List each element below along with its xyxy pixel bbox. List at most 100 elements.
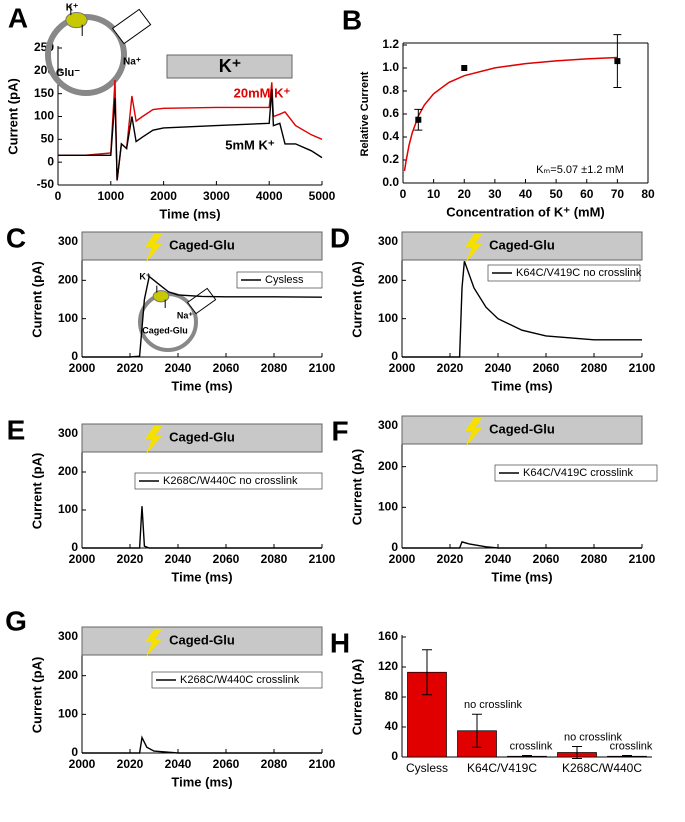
y-axis-title: Current (pA) [349, 449, 364, 526]
x-axis-title: Time (ms) [171, 378, 232, 393]
flash-icon [145, 234, 162, 262]
y-tick-label: 100 [58, 707, 78, 721]
x-tick-label: 2040 [165, 552, 192, 566]
legend-box [134, 472, 323, 490]
flash-icon [145, 629, 162, 657]
y-tick-label: 0.4 [382, 129, 399, 143]
stimulus-bar [81, 423, 323, 453]
x-tick-label: 0 [55, 189, 62, 203]
x-tick-label: 2040 [485, 361, 512, 375]
x-tick-label: 80 [641, 187, 655, 201]
y-tick-label: 0.8 [382, 83, 399, 97]
y-tick-label: 1.0 [382, 60, 399, 74]
x-tick-label: 2100 [629, 361, 656, 375]
transporter [152, 290, 170, 303]
y-tick-label: 200 [58, 668, 78, 682]
x-tick-label: 2060 [213, 361, 240, 375]
panel-letter: H [330, 627, 350, 658]
y-tick-label: 0 [71, 745, 78, 759]
trace [82, 735, 322, 754]
x-tick-label: 2080 [581, 552, 608, 566]
x-tick-label: 2100 [309, 361, 336, 375]
x-tick-label: 5000 [309, 189, 336, 203]
y-tick-label: 50 [41, 132, 55, 146]
panel-letter: B [342, 4, 362, 35]
legend-box [494, 464, 658, 482]
x-tick-label: 2060 [213, 757, 240, 771]
x-axis-title: Concentration of K⁺ (mM) [446, 204, 605, 219]
legend-label: K64C/V419C crosslink [523, 467, 634, 479]
y-tick-label: 100 [58, 502, 78, 516]
y-tick-label: 40 [385, 719, 399, 733]
x-tick-label: 0 [400, 187, 407, 201]
stimulus-bar [401, 231, 643, 261]
x-tick-label: 3000 [203, 189, 230, 203]
y-tick-label: 100 [378, 311, 398, 325]
x-tick-label: 2100 [629, 552, 656, 566]
annotation: Glu⁻ [56, 67, 80, 79]
x-tick-label: 2020 [437, 552, 464, 566]
y-tick-label: 300 [378, 418, 398, 432]
transporter [65, 11, 88, 29]
legend-label: K64C/V419C no crosslink [516, 267, 642, 279]
point [415, 116, 422, 123]
x-tick-label: 50 [549, 187, 563, 201]
flash-icon [145, 426, 162, 454]
x-tick-label: 2060 [213, 552, 240, 566]
x-tick-label: 2040 [165, 757, 192, 771]
bar-label: crosslink [510, 740, 553, 752]
y-tick-label: 100 [34, 109, 54, 123]
error-bar [472, 713, 482, 748]
x-tick-label: 2000 [69, 552, 96, 566]
y-axis-title: Current (pA) [5, 78, 20, 155]
x-tick-label: 2000 [150, 189, 177, 203]
x-tick-label: 4000 [256, 189, 283, 203]
y-tick-label: 120 [378, 659, 398, 673]
x-tick-label: 2080 [261, 552, 288, 566]
y-tick-label: 0 [71, 349, 78, 363]
x-tick-label: 2000 [69, 361, 96, 375]
error-bar [622, 755, 632, 758]
x-tick-label: 40 [519, 187, 533, 201]
error-bar [522, 755, 532, 758]
panel-letter: F [331, 415, 348, 446]
x-tick-label: 30 [488, 187, 502, 201]
y-tick-label: 100 [58, 311, 78, 325]
x-tick-label: 2100 [309, 757, 336, 771]
y-tick-label: 0 [71, 540, 78, 554]
panel-letter: G [5, 605, 27, 636]
y-tick-label: 300 [58, 629, 78, 643]
y-tick-label: 300 [58, 234, 78, 248]
annotation: Na⁺ [177, 310, 194, 320]
x-tick-label: 2080 [581, 361, 608, 375]
x-tick-label: 2100 [309, 552, 336, 566]
panel-letter: A [8, 2, 28, 33]
y-tick-label: 300 [58, 426, 78, 440]
x-tick-label: 2060 [533, 552, 560, 566]
fit-curve [403, 56, 618, 172]
trace [402, 260, 642, 358]
annotation: Na⁺ [123, 57, 141, 68]
x-axis-title: Time (ms) [171, 569, 232, 584]
stimulus-label: Caged-Glu [169, 237, 235, 252]
panel-letter: E [7, 414, 26, 445]
y-axis-title: Current (pA) [29, 453, 44, 530]
x-tick-label: 2000 [389, 361, 416, 375]
annotation: K⁺ [219, 56, 242, 76]
flux-arrows [70, 5, 83, 36]
y-tick-label: 0.0 [382, 175, 399, 189]
stimulus-label: Caged-Glu [489, 421, 555, 436]
stimulus-bar [81, 231, 323, 261]
annotation: Kₘ=5.07 ±1.2 mM [536, 164, 624, 176]
y-tick-label: 200 [378, 273, 398, 287]
x-axis-title: Time (ms) [491, 378, 552, 393]
x-axis-title: Time (ms) [159, 206, 220, 221]
pipette [186, 287, 217, 315]
y-tick-label: 0 [391, 349, 398, 363]
bar-label: no crosslink [564, 731, 623, 743]
stimulus-bar [81, 626, 323, 656]
y-tick-label: 300 [378, 234, 398, 248]
trace [402, 541, 642, 549]
legend-label: K268C/W440C no crosslink [163, 475, 298, 487]
